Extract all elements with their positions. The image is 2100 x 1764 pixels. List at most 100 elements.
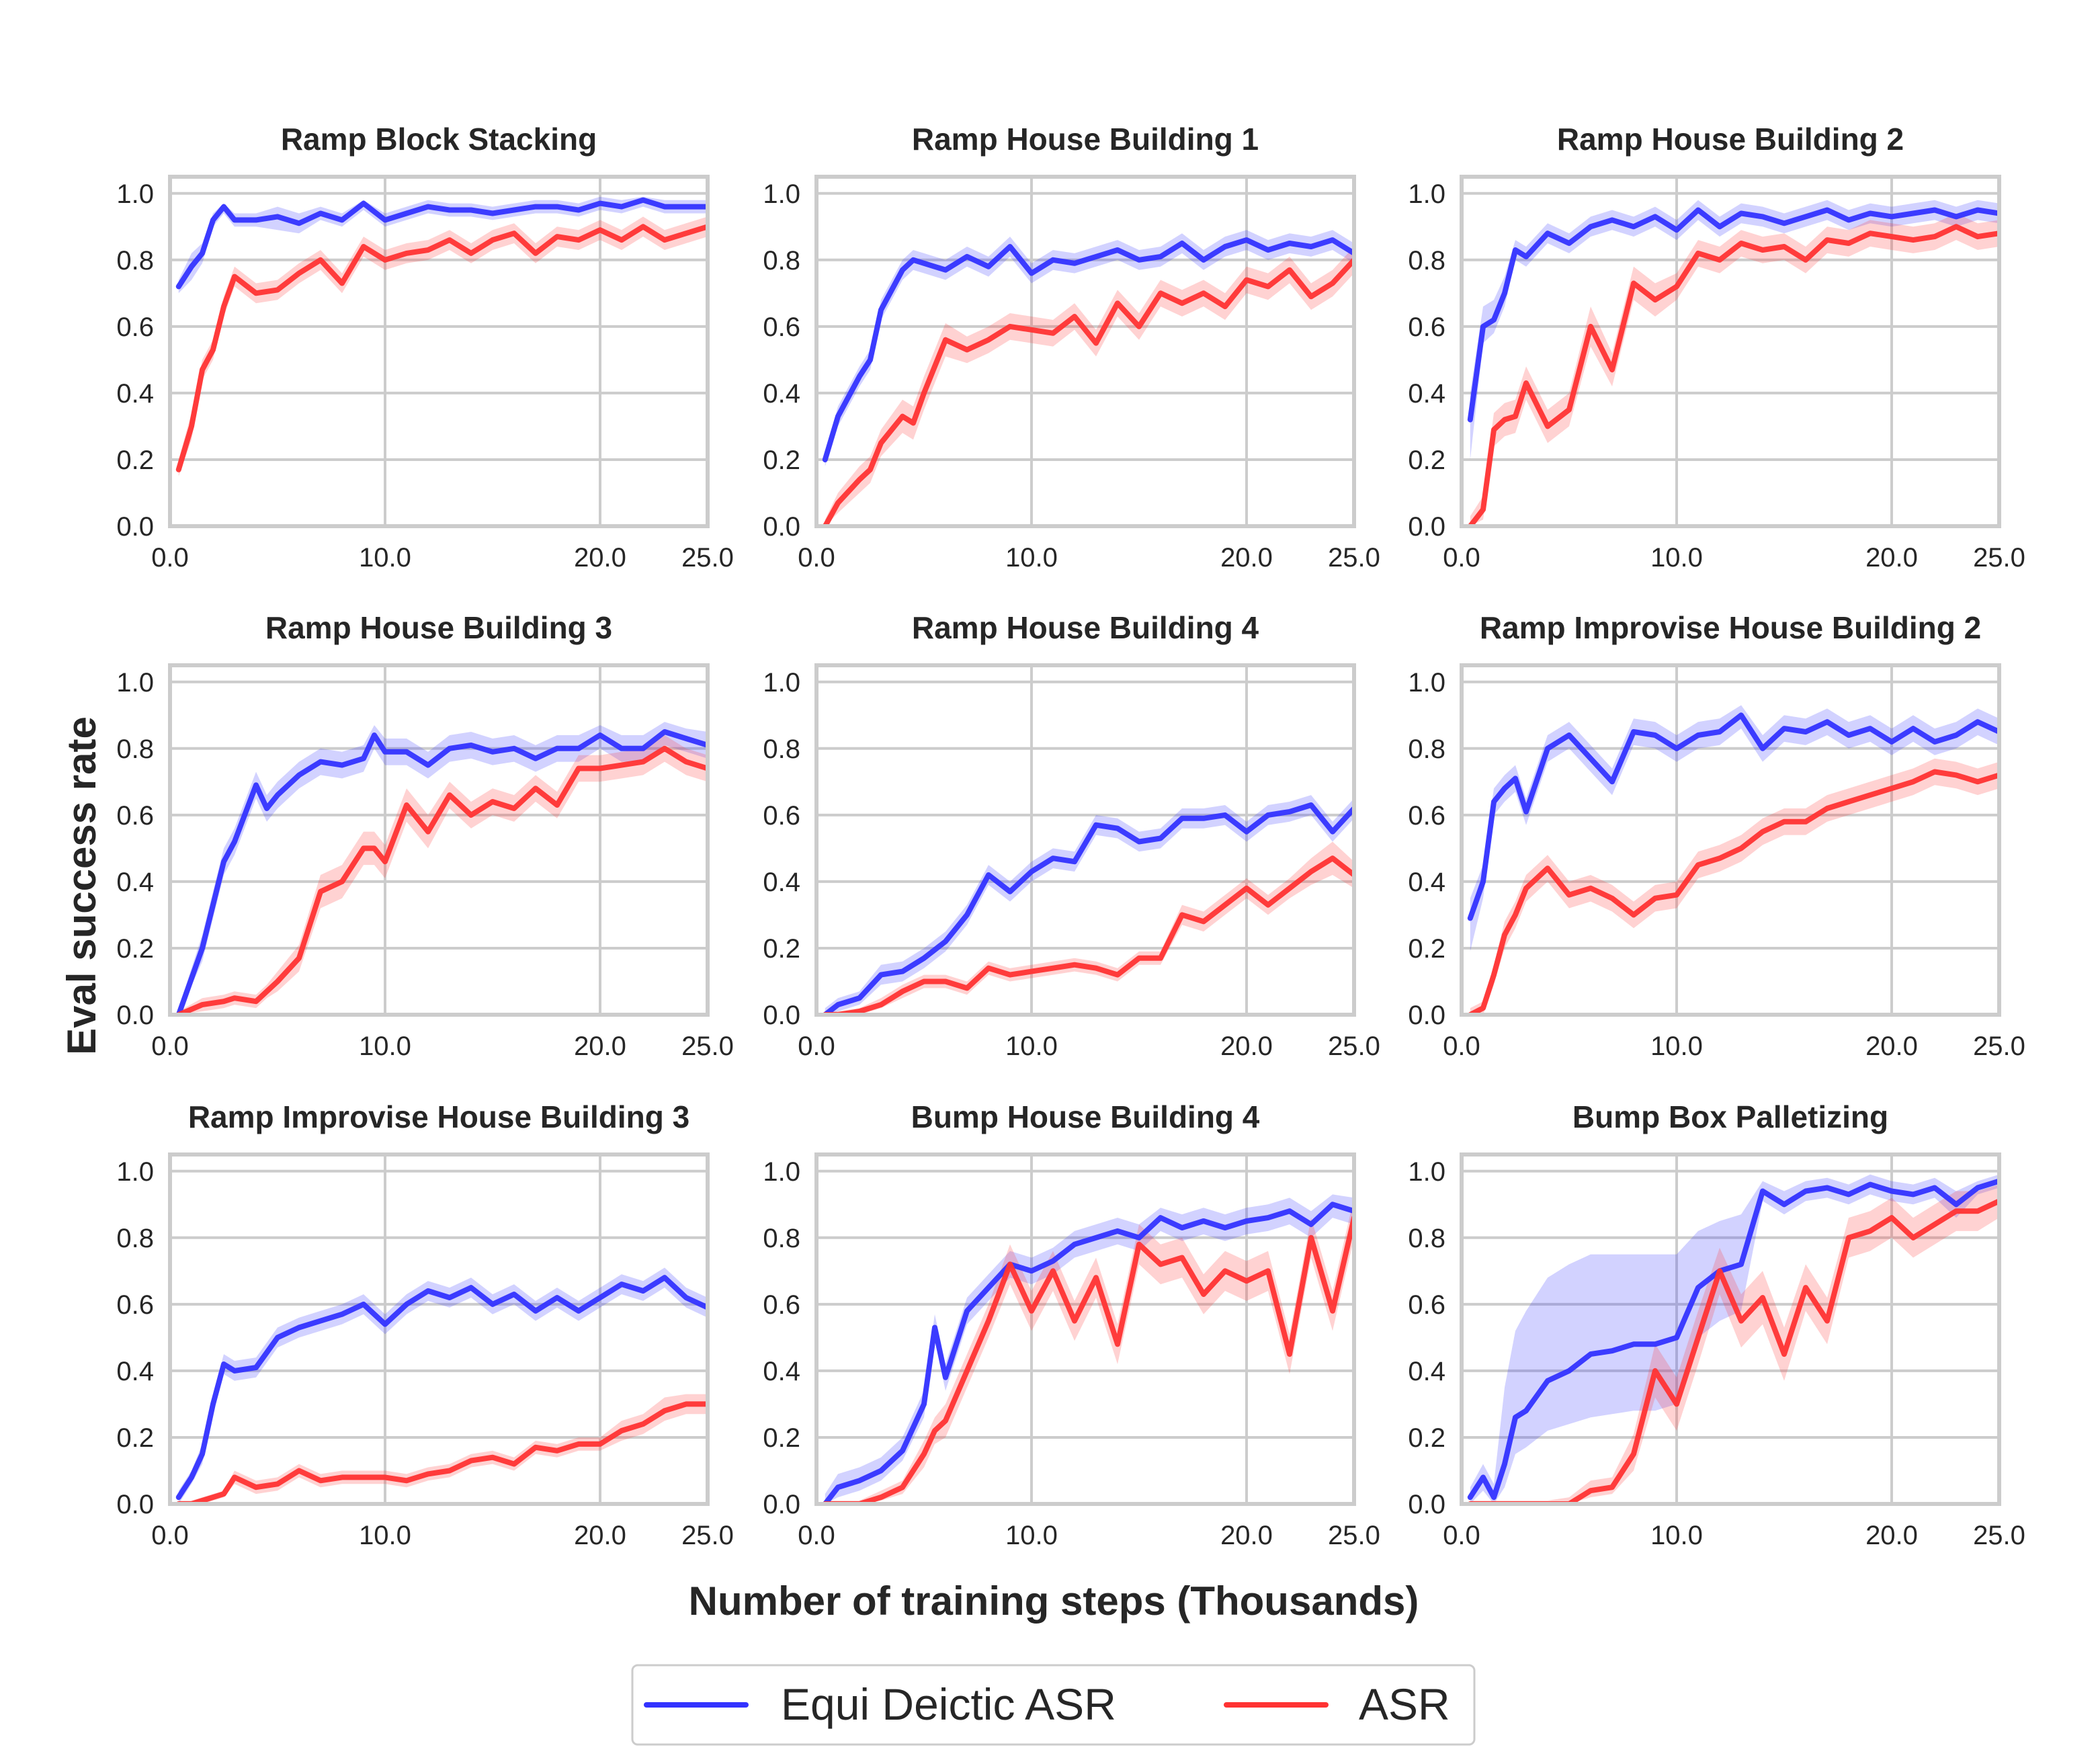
x-tick-label: 10.0 (359, 1032, 411, 1061)
y-tick-label: 1.0 (116, 1157, 154, 1187)
series-group (175, 722, 708, 1015)
y-tick-label: 0.4 (116, 379, 154, 409)
y-tick-label: 0.0 (1408, 1490, 1445, 1519)
subplot-title: Ramp House Building 3 (265, 610, 612, 645)
legend-label-equi-deictic-asr: Equi Deictic ASR (781, 1679, 1116, 1729)
x-tick-label: 0.0 (1443, 1521, 1480, 1550)
x-tick-label: 25.0 (1973, 1521, 2025, 1550)
x-tick-label: 10.0 (359, 1521, 411, 1550)
x-tick-label: 10.0 (1005, 1032, 1058, 1061)
y-tick-label: 0.6 (1408, 801, 1445, 831)
plot-frame (814, 175, 1356, 528)
y-tick-label: 0.2 (116, 934, 154, 964)
legend-box (631, 1664, 1476, 1746)
x-tick-label: 0.0 (151, 1521, 189, 1550)
plot-frame (1460, 1152, 2001, 1506)
x-tick-label: 10.0 (1005, 543, 1058, 573)
series-group (822, 1194, 1354, 1504)
legend: Equi Deictic ASR ASR (631, 1664, 1476, 1746)
x-tick-label: 10.0 (359, 543, 411, 573)
series-group (1467, 705, 1999, 1015)
subplot: 0.0 0.2 0.4 0.6 0.8 1.0 0.0 10.0 20.0 25.0 Ramp Ho… (1408, 122, 2025, 573)
x-tick-label: 0.0 (798, 1032, 835, 1061)
y-tick-label: 0.4 (763, 868, 800, 897)
plot-frame (168, 1152, 710, 1506)
subplot: 0.0 0.2 0.4 0.6 0.8 1.0 0.0 10.0 20.0 25.0 Ramp Ho… (763, 610, 1380, 1061)
plot-area (170, 1154, 708, 1504)
y-tick-label: 0.4 (763, 1357, 800, 1386)
series-group (822, 795, 1354, 1015)
confidence-band-equi-deictic-asr (825, 230, 1354, 466)
x-tick-label: 0.0 (151, 543, 189, 573)
plot-frame (814, 663, 1356, 1017)
x-tick-label: 25.0 (1328, 1032, 1380, 1061)
y-tick-label: 1.0 (1408, 179, 1445, 209)
x-tick-label: 10.0 (1650, 1032, 1703, 1061)
series-line-asr (822, 1215, 1354, 1504)
y-tick-label: 0.0 (763, 1001, 800, 1030)
x-tick-label: 25.0 (1328, 543, 1380, 573)
y-axis-label: Eval success rate (59, 716, 104, 1055)
y-tick-label: 0.0 (116, 1001, 154, 1030)
x-tick-label: 25.0 (681, 1521, 734, 1550)
confidence-band-equi-deictic-asr (178, 722, 708, 1015)
x-tick-label: 10.0 (1650, 543, 1703, 573)
plot-frame (1460, 663, 2001, 1017)
y-tick-label: 1.0 (116, 179, 154, 209)
plot-frame (168, 663, 710, 1017)
y-tick-label: 0.2 (116, 1423, 154, 1453)
confidence-band-equi-deictic-asr (1470, 705, 1999, 952)
y-tick-label: 0.4 (1408, 379, 1445, 409)
subplot-title: Ramp Improvise House Building 2 (1480, 610, 1981, 645)
series-line-equi-deictic-asr (1467, 712, 1999, 921)
y-tick-label: 0.0 (116, 1490, 154, 1519)
y-tick-label: 0.2 (763, 1423, 800, 1453)
y-tick-label: 0.0 (763, 512, 800, 542)
y-tick-label: 0.2 (1408, 1423, 1445, 1453)
y-tick-label: 0.8 (1408, 246, 1445, 276)
subplot-title: Ramp Improvise House Building 3 (188, 1099, 689, 1134)
x-tick-label: 25.0 (1328, 1521, 1380, 1550)
y-tick-label: 0.6 (1408, 312, 1445, 342)
x-tick-label: 25.0 (681, 543, 734, 573)
subplot-title: Ramp House Building 1 (912, 122, 1259, 157)
x-tick-label: 0.0 (151, 1032, 189, 1061)
plot-area (816, 177, 1354, 526)
x-tick-label: 10.0 (1650, 1521, 1703, 1550)
y-tick-label: 0.8 (116, 1224, 154, 1253)
series-group (1467, 200, 1999, 526)
subplot: 0.0 0.2 0.4 0.6 0.8 1.0 0.0 10.0 20.0 25.0 Ramp Im… (116, 1099, 734, 1550)
y-tick-label: 0.8 (116, 734, 154, 764)
x-tick-label: 20.0 (1220, 543, 1273, 573)
y-tick-label: 1.0 (1408, 1157, 1445, 1187)
y-tick-label: 1.0 (763, 668, 800, 698)
x-tick-label: 25.0 (681, 1032, 734, 1061)
y-tick-label: 0.4 (116, 1357, 154, 1386)
subplot-title: Bump Box Palletizing (1572, 1099, 1888, 1134)
confidence-band-asr (178, 735, 708, 1015)
y-tick-label: 1.0 (1408, 668, 1445, 698)
x-tick-label: 20.0 (1865, 543, 1918, 573)
y-tick-label: 0.6 (1408, 1290, 1445, 1320)
subplot: 0.0 0.2 0.4 0.6 0.8 1.0 0.0 10.0 20.0 25.0 Ramp Ho… (116, 610, 734, 1061)
series-line-asr (1467, 769, 1999, 1015)
series-line-equi-deictic-asr (822, 1202, 1354, 1504)
y-tick-label: 0.8 (1408, 734, 1445, 764)
y-tick-label: 0.2 (1408, 446, 1445, 475)
x-tick-label: 25.0 (1973, 1032, 2025, 1061)
confidence-band-equi-deictic-asr (178, 1267, 708, 1504)
plot-frame (814, 1152, 1356, 1506)
series-line-asr (822, 257, 1354, 526)
y-tick-label: 1.0 (116, 668, 154, 698)
series-line-asr (175, 745, 708, 1015)
y-tick-label: 0.2 (1408, 934, 1445, 964)
y-tick-label: 0.4 (116, 868, 154, 897)
confidence-band-asr (825, 247, 1354, 526)
y-tick-label: 0.2 (116, 446, 154, 475)
series-line-asr (1467, 224, 1999, 526)
y-tick-label: 1.0 (763, 179, 800, 209)
x-tick-label: 0.0 (1443, 1032, 1480, 1061)
subplot: 0.0 0.2 0.4 0.6 0.8 1.0 0.0 10.0 20.0 25.0 Ramp Bl… (116, 122, 734, 573)
series-line-equi-deictic-asr (175, 197, 708, 290)
